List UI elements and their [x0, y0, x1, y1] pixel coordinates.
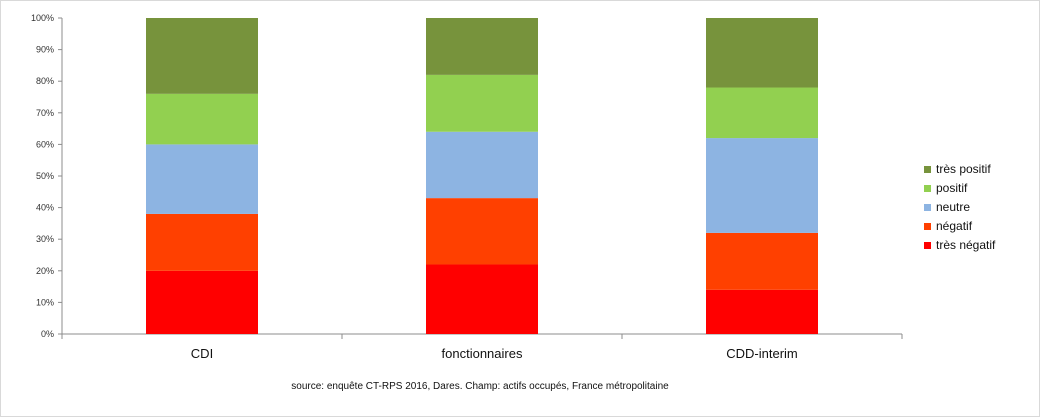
- y-tick-label: 90%: [36, 45, 54, 55]
- bar-segment: [426, 18, 538, 75]
- legend-entry: neutre: [924, 200, 970, 214]
- legend-label: très négatif: [936, 238, 996, 252]
- legend-entry: très positif: [924, 162, 991, 176]
- legend-label: neutre: [936, 200, 970, 214]
- y-tick-label: 20%: [36, 266, 54, 276]
- y-tick-label: 0%: [41, 329, 54, 339]
- bar-segment: [146, 213, 258, 271]
- bar-stack-0: [146, 18, 258, 334]
- bar-stack-1: [426, 18, 538, 334]
- bar-segment: [146, 144, 258, 214]
- bar-segment: [706, 18, 818, 88]
- x-category-label: CDD-interim: [726, 346, 798, 361]
- bar-segment: [426, 198, 538, 265]
- bar-segment: [706, 289, 818, 334]
- legend-label: très positif: [936, 162, 991, 176]
- y-tick-label: 100%: [31, 13, 54, 23]
- legend-swatch: [924, 166, 931, 173]
- legend-swatch: [924, 185, 931, 192]
- y-tick-label: 60%: [36, 139, 54, 149]
- y-tick-label: 50%: [36, 171, 54, 181]
- bar-segment: [146, 18, 258, 94]
- x-category-label: fonctionnaires: [442, 346, 523, 361]
- bar-segment: [146, 93, 258, 145]
- bar-segment: [706, 138, 818, 233]
- legend-entry: très négatif: [924, 238, 996, 252]
- bar-segment: [426, 74, 538, 132]
- legend-label: positif: [936, 181, 968, 195]
- bar-segment: [706, 87, 818, 139]
- y-tick-label: 30%: [36, 234, 54, 244]
- source-caption: source: enquête CT-RPS 2016, Dares. Cham…: [291, 381, 669, 392]
- legend-entry: positif: [924, 181, 968, 195]
- bars: [146, 18, 818, 334]
- legend-label: négatif: [936, 219, 973, 233]
- y-tick-label: 70%: [36, 108, 54, 118]
- bar-stack-2: [706, 18, 818, 334]
- y-tick-label: 10%: [36, 297, 54, 307]
- legend-swatch: [924, 204, 931, 211]
- bar-segment: [706, 232, 818, 290]
- legend-swatch: [924, 242, 931, 249]
- legend-swatch: [924, 223, 931, 230]
- y-tick-label: 80%: [36, 76, 54, 86]
- y-tick-label: 40%: [36, 203, 54, 213]
- bar-segment: [146, 270, 258, 334]
- x-category-label: CDI: [191, 346, 213, 361]
- legend: très positif positif neutre négatif très nég…: [924, 162, 996, 252]
- bar-segment: [426, 264, 538, 334]
- bar-segment: [426, 131, 538, 199]
- legend-entry: négatif: [924, 219, 973, 233]
